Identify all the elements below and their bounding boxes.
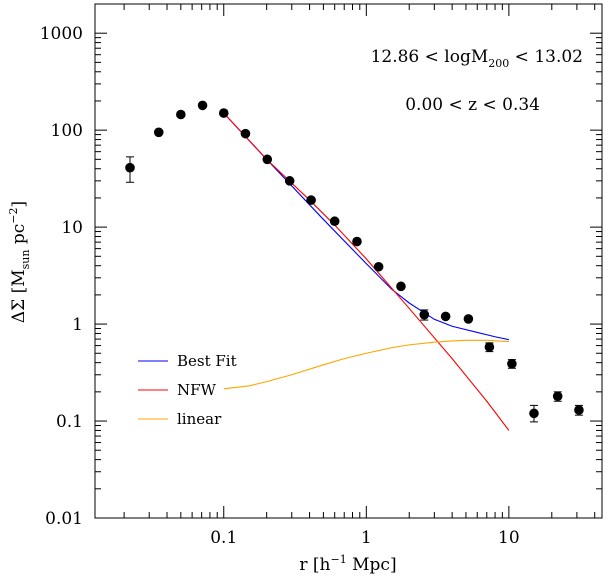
data-point <box>440 311 451 322</box>
data-point <box>529 408 539 419</box>
data-point <box>552 391 563 402</box>
y-tick-label: 0.1 <box>56 412 83 432</box>
legend-label-nfw: NFW <box>177 381 217 399</box>
data-point <box>373 261 384 272</box>
data-point <box>284 176 295 186</box>
data-point <box>197 100 208 111</box>
model-curves <box>223 112 510 431</box>
y-tick-label: 100 <box>51 121 83 141</box>
data-point <box>329 216 340 227</box>
data-point <box>396 281 406 292</box>
data-point <box>419 309 430 320</box>
tick-labels: 0.1 1 10 0.01 0.1 1 10 100 1000 <box>40 24 520 548</box>
x-tick-label: 0.1 <box>210 528 237 548</box>
y-axis-label: ΔΣ [Msun pc−2] <box>7 201 32 323</box>
legend-label-best-fit: Best Fit <box>177 352 237 370</box>
data-points <box>125 100 584 423</box>
data-point <box>240 128 251 139</box>
legend: Best Fit NFW linear <box>138 352 237 428</box>
data-point <box>574 405 584 415</box>
series-line-nfw <box>223 112 510 431</box>
data-point <box>262 154 273 165</box>
data-point <box>463 314 474 324</box>
series-line-best-fit <box>223 112 509 341</box>
legend-label-linear: linear <box>177 410 222 428</box>
y-tick-label: 1000 <box>40 24 83 44</box>
plot-area-border <box>94 3 603 519</box>
data-point <box>352 236 362 247</box>
annotation-mass-range: 12.86 < logM200 < 13.02 <box>371 47 583 70</box>
annotation-redshift-range: 0.00 < z < 0.34 <box>405 95 540 115</box>
data-point <box>484 342 495 352</box>
x-tick-label: 1 <box>361 528 372 548</box>
axis-ticks <box>95 3 602 519</box>
data-point <box>507 358 517 369</box>
y-tick-label: 0.01 <box>45 509 83 529</box>
data-point <box>306 195 316 205</box>
series-line-linear <box>223 339 509 390</box>
data-point <box>176 109 186 120</box>
data-point <box>153 127 164 138</box>
data-point <box>218 108 229 118</box>
x-axis-label: r [h−1 Mpc] <box>299 553 396 575</box>
y-tick-label: 1 <box>72 315 83 335</box>
y-tick-label: 10 <box>61 218 83 238</box>
x-tick-label: 10 <box>498 528 520 548</box>
data-point <box>125 162 135 173</box>
plot-frame <box>94 3 603 519</box>
